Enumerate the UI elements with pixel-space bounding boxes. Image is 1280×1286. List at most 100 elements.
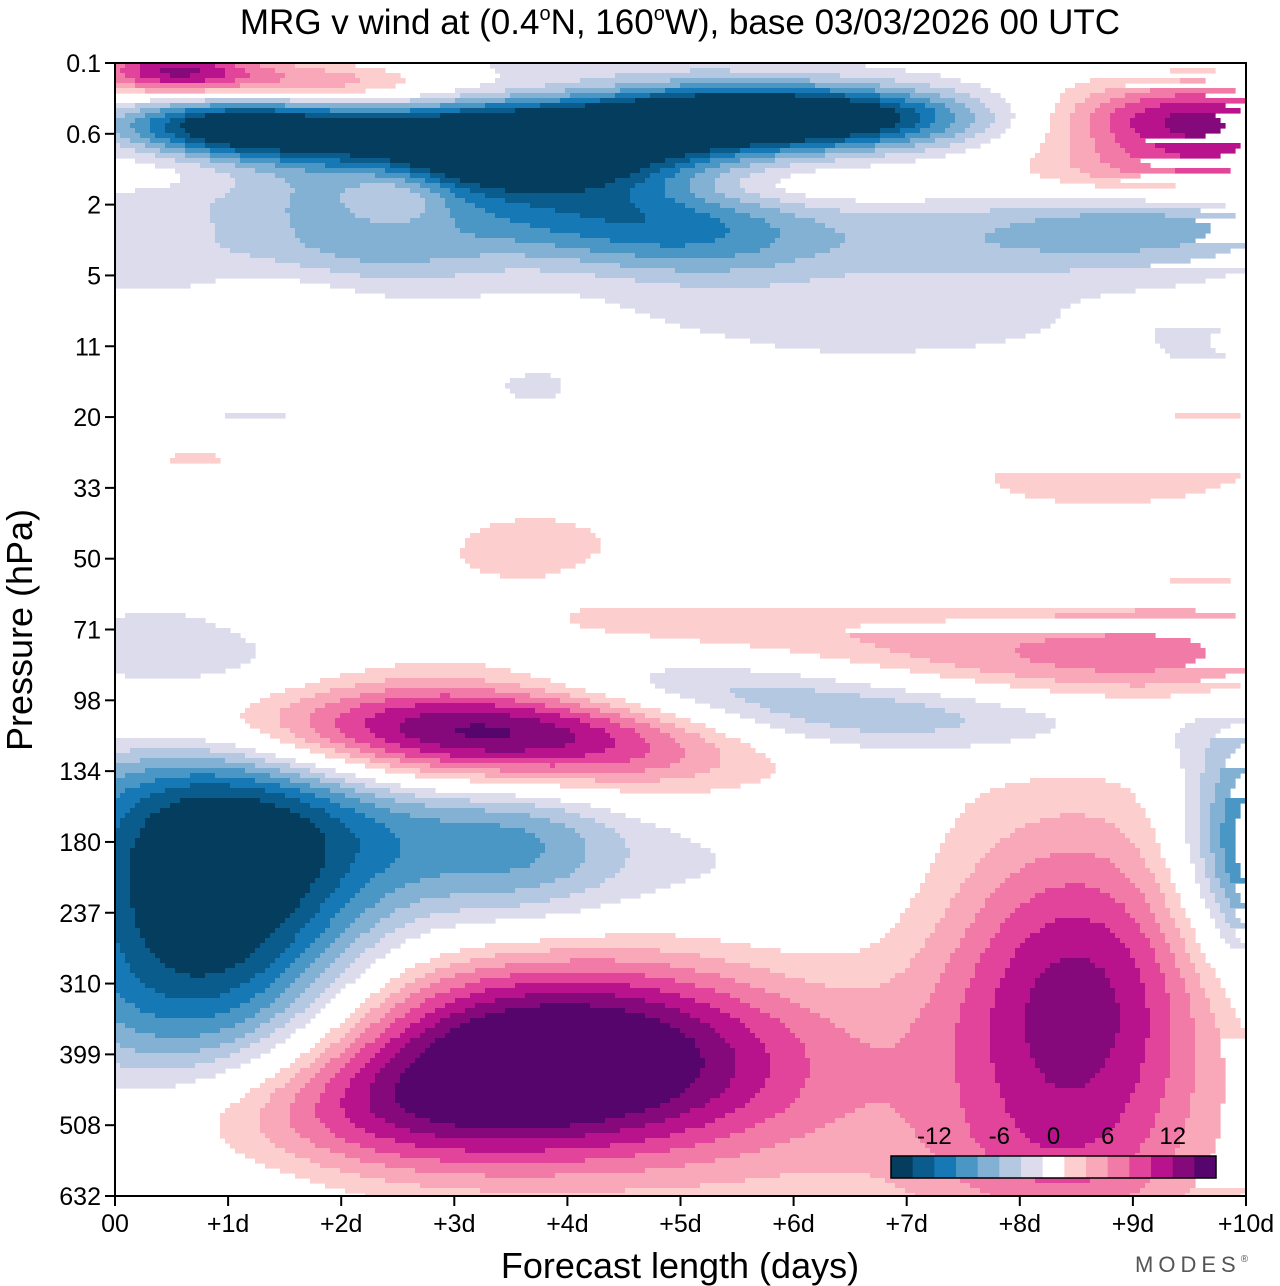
contour-cell — [1140, 978, 1166, 984]
contour-cell — [360, 1018, 381, 1024]
contour-cell — [760, 193, 806, 199]
contour-cell — [400, 988, 421, 994]
contour-field — [115, 63, 1246, 1196]
contour-cell — [400, 853, 541, 859]
contour-cell — [425, 208, 451, 214]
contour-cell — [235, 1023, 261, 1029]
contour-cell — [475, 1003, 541, 1009]
contour-cell — [695, 1078, 731, 1084]
contour-cell — [770, 223, 826, 229]
contour-cell — [1190, 993, 1206, 999]
contour-cell — [1185, 1118, 1221, 1124]
contour-cell — [395, 1098, 671, 1104]
contour-cell — [115, 848, 131, 854]
contour-cell — [1135, 918, 1156, 924]
contour-cell — [385, 708, 536, 714]
contour-cell — [260, 798, 301, 804]
contour-cell — [280, 923, 306, 929]
contour-cell — [305, 168, 386, 174]
contour-cell — [1135, 113, 1171, 119]
contour-cell — [1155, 668, 1246, 674]
contour-cell — [280, 153, 351, 159]
contour-cell — [745, 1178, 886, 1184]
contour-cell — [1200, 848, 1211, 854]
contour-cell — [115, 83, 136, 89]
contour-cell — [950, 143, 981, 149]
contour-cell — [260, 1038, 286, 1044]
contour-cell — [1225, 858, 1236, 864]
contour-cell — [325, 833, 356, 839]
contour-cell — [335, 913, 361, 919]
contour-cell — [490, 523, 576, 529]
contour-cell — [910, 1023, 956, 1029]
contour-cell — [140, 928, 276, 934]
contour-cell — [1010, 913, 1131, 919]
contour-cell — [185, 108, 226, 114]
contour-cell — [275, 258, 361, 264]
contour-cell — [975, 963, 1011, 969]
contour-cell — [410, 1038, 436, 1044]
contour-cell — [680, 1028, 716, 1034]
contour-cell — [115, 1063, 121, 1069]
contour-cell — [1195, 1068, 1226, 1074]
contour-cell — [445, 173, 631, 179]
contour-cell — [430, 1043, 696, 1049]
contour-cell — [275, 173, 376, 179]
contour-cell — [585, 838, 626, 844]
contour-cell — [270, 1098, 296, 1104]
contour-cell — [955, 1068, 996, 1074]
contour-cell — [1185, 793, 1201, 799]
contour-cell — [135, 128, 151, 134]
contour-cell — [965, 718, 1056, 724]
contour-cell — [1150, 943, 1171, 949]
contour-cell — [115, 753, 246, 759]
contour-cell — [1185, 833, 1201, 839]
contour-cell — [695, 998, 741, 1004]
contour-cell — [665, 688, 731, 694]
contour-cell — [650, 723, 676, 729]
contour-cell — [635, 308, 1061, 314]
contour-cell — [1120, 143, 1156, 149]
contour-cell — [385, 1163, 686, 1169]
contour-cell — [415, 1058, 706, 1064]
contour-cell — [845, 238, 986, 244]
contour-cell — [1145, 998, 1171, 1004]
contour-cell — [955, 1058, 991, 1064]
contour-cell — [990, 788, 1131, 794]
contour-cell — [1120, 1013, 1151, 1019]
contour-cell — [1160, 1098, 1191, 1104]
contour-cell — [930, 998, 966, 1004]
y-tick-label: 180 — [59, 829, 101, 857]
contour-cell — [245, 1018, 271, 1024]
contour-cell — [605, 1118, 666, 1124]
contour-cell — [790, 713, 961, 719]
contour-cell — [115, 903, 131, 909]
contour-cell — [650, 313, 1061, 319]
contour-cell — [585, 853, 631, 859]
contour-cell — [265, 1163, 321, 1169]
contour-cell — [220, 1028, 256, 1034]
contour-cell — [335, 1073, 356, 1079]
contour-cell — [380, 938, 406, 944]
contour-cell — [1150, 1133, 1181, 1139]
contour-cell — [370, 1103, 401, 1109]
contour-cell — [1185, 813, 1201, 819]
contour-cell — [360, 1143, 416, 1149]
contour-cell — [595, 273, 846, 279]
contour-cell — [750, 338, 1006, 344]
contour-cell — [395, 858, 536, 864]
contour-cell — [1200, 773, 1221, 779]
contour-cell — [750, 963, 911, 969]
contour-cell — [355, 1038, 376, 1044]
x-tick-label: +5d — [659, 1210, 701, 1238]
colorbar-swatch — [1151, 1156, 1174, 1178]
contour-cell — [1165, 123, 1226, 129]
contour-cell — [730, 168, 766, 174]
contour-cell — [925, 103, 946, 109]
contour-cell — [335, 978, 356, 984]
contour-cell — [875, 643, 1021, 649]
contour-cell — [1220, 878, 1231, 884]
contour-cell — [760, 248, 831, 254]
contour-cell — [260, 698, 301, 704]
contour-cell — [375, 1148, 466, 1154]
